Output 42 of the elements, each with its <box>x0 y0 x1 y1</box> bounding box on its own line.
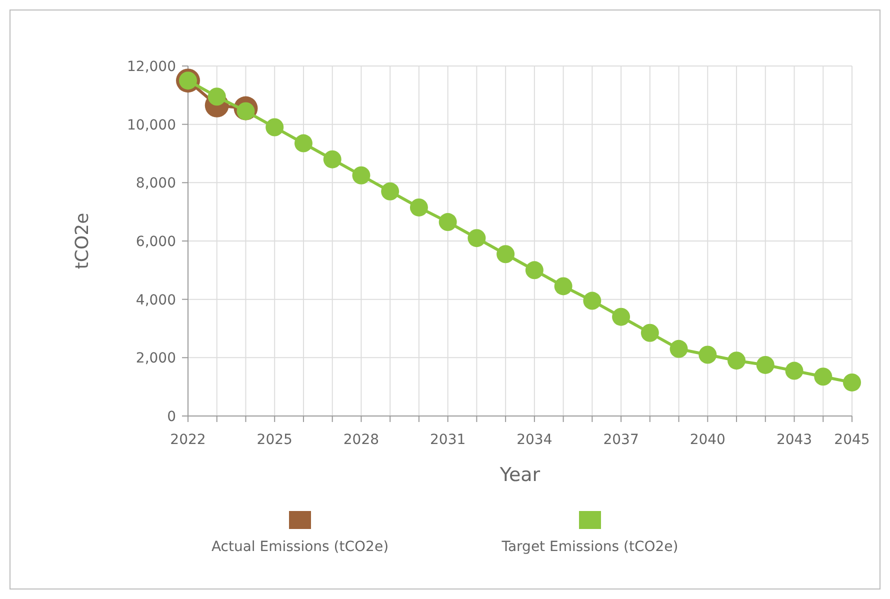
point <box>554 277 572 296</box>
point <box>294 134 312 152</box>
point <box>410 198 428 216</box>
point <box>496 245 515 264</box>
y-tick-label: 6,000 <box>136 234 176 250</box>
x-tick-label: 2028 <box>343 432 380 448</box>
point <box>525 261 544 280</box>
x-tick-label: 2040 <box>690 432 726 448</box>
point <box>438 213 457 232</box>
x-tick-label: 2043 <box>776 432 812 448</box>
point <box>670 340 688 358</box>
x-tick-label: 2037 <box>603 432 639 448</box>
point <box>756 356 774 374</box>
point <box>698 346 717 364</box>
x-tick-label: 2031 <box>430 432 466 448</box>
point <box>208 88 226 106</box>
point <box>583 292 602 310</box>
y-tick-label: 4,000 <box>136 292 176 308</box>
x-tick-label: 2025 <box>256 432 292 448</box>
legend-label: Target Emissions (tCO2e) <box>500 539 678 555</box>
point <box>468 229 486 248</box>
x-tick-label: 2022 <box>170 432 206 448</box>
y-tick-label: 8,000 <box>136 176 176 192</box>
y-tick-label: 12,000 <box>127 59 176 75</box>
point <box>352 166 370 184</box>
point <box>814 368 832 386</box>
y-tick-label: 0 <box>167 409 176 425</box>
x-axis-title: Year <box>498 464 540 486</box>
point <box>323 150 342 168</box>
point <box>266 118 284 136</box>
y-axis-title: tCO2e <box>72 212 93 270</box>
point <box>843 373 861 392</box>
y-tick-label: 10,000 <box>127 117 176 134</box>
point <box>640 324 659 342</box>
point <box>728 352 746 370</box>
x-tick-label: 2045 <box>834 432 870 448</box>
x-tick-label: 2034 <box>516 432 552 448</box>
point <box>785 362 804 380</box>
y-tick-label: 2,000 <box>136 350 176 367</box>
point <box>612 308 630 326</box>
point <box>381 182 400 200</box>
legend-label: Actual Emissions (tCO2e) <box>211 539 389 555</box>
